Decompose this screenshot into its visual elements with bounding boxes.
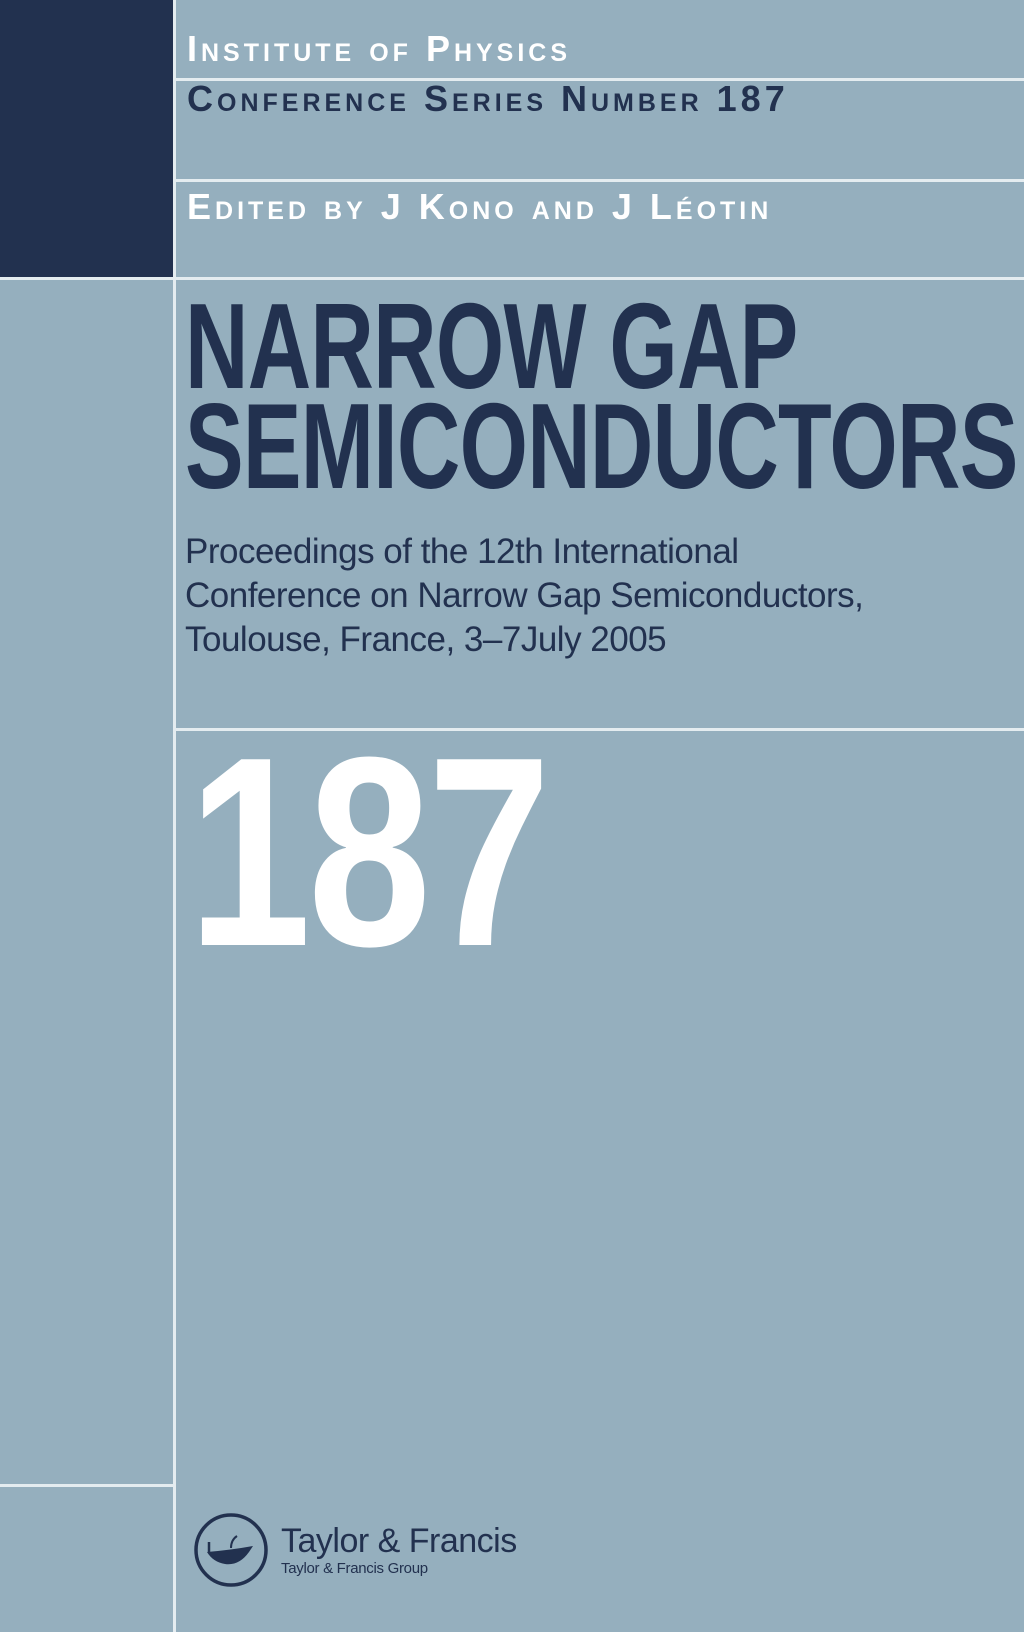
logo-group: Taylor & Francis Group <box>281 1560 428 1577</box>
subtitle-line-2: Conference on Narrow Gap Semiconductors, <box>185 576 864 615</box>
editors: Edited by J Kono and J Léotin <box>187 186 773 227</box>
navy-corner-block <box>0 0 173 277</box>
subtitle-line-3: Toulouse, France, 3–7July 2005 <box>185 620 667 659</box>
subtitle: Proceedings of the 12th International Co… <box>185 530 864 662</box>
rule-3 <box>0 277 1024 280</box>
publisher-logo: Taylor & Francis Taylor & Francis Group <box>193 1512 517 1588</box>
lamp-icon <box>194 1513 268 1587</box>
rule-2 <box>176 179 1024 182</box>
logo-name: Taylor & Francis <box>281 1522 517 1560</box>
publisher-name: Institute of Physics <box>187 28 572 69</box>
subtitle-line-1: Proceedings of the 12th International <box>185 532 739 571</box>
series-number: Conference Series Number 187 <box>187 78 789 119</box>
vertical-rule <box>173 0 176 1632</box>
rule-4 <box>176 728 1024 731</box>
title-line-2: SEMICONDUCTORS <box>185 378 1018 514</box>
volume-number: 187 <box>188 702 551 1003</box>
title-line-1: NARROW GAP <box>185 278 798 414</box>
rule-left <box>0 1484 173 1487</box>
rule-1 <box>176 78 1024 81</box>
